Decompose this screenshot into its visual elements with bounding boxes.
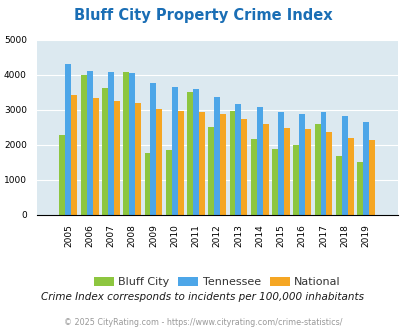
- Bar: [298, 114, 305, 214]
- Bar: [81, 75, 87, 214]
- Bar: [241, 119, 247, 214]
- Bar: [192, 88, 198, 214]
- Bar: [220, 114, 226, 214]
- Legend: Bluff City, Tennessee, National: Bluff City, Tennessee, National: [89, 273, 344, 292]
- Bar: [129, 73, 135, 215]
- Bar: [87, 71, 92, 215]
- Bar: [177, 111, 183, 214]
- Bar: [108, 72, 114, 214]
- Bar: [326, 132, 332, 214]
- Bar: [214, 97, 220, 214]
- Bar: [144, 153, 150, 215]
- Bar: [292, 145, 298, 214]
- Bar: [114, 101, 119, 214]
- Text: Bluff City Property Crime Index: Bluff City Property Crime Index: [73, 8, 332, 23]
- Bar: [171, 87, 177, 214]
- Text: © 2025 CityRating.com - https://www.cityrating.com/crime-statistics/: © 2025 CityRating.com - https://www.city…: [64, 318, 341, 327]
- Bar: [65, 64, 71, 214]
- Bar: [150, 82, 156, 214]
- Bar: [262, 124, 268, 214]
- Bar: [305, 129, 310, 214]
- Bar: [314, 123, 320, 214]
- Bar: [135, 103, 141, 214]
- Bar: [165, 150, 171, 214]
- Bar: [250, 139, 256, 214]
- Bar: [271, 149, 277, 214]
- Bar: [277, 112, 283, 214]
- Bar: [320, 112, 326, 214]
- Bar: [156, 109, 162, 214]
- Bar: [356, 162, 362, 214]
- Bar: [187, 92, 192, 214]
- Bar: [362, 122, 368, 214]
- Bar: [341, 116, 347, 214]
- Bar: [102, 88, 108, 214]
- Text: Crime Index corresponds to incidents per 100,000 inhabitants: Crime Index corresponds to incidents per…: [41, 292, 364, 302]
- Bar: [235, 104, 241, 214]
- Bar: [198, 112, 205, 214]
- Bar: [123, 72, 129, 215]
- Bar: [60, 135, 65, 214]
- Bar: [283, 128, 289, 214]
- Bar: [368, 140, 374, 214]
- Bar: [92, 98, 98, 214]
- Bar: [256, 108, 262, 214]
- Bar: [347, 138, 353, 214]
- Bar: [335, 156, 341, 215]
- Bar: [208, 127, 214, 214]
- Bar: [71, 94, 77, 214]
- Bar: [229, 111, 235, 214]
